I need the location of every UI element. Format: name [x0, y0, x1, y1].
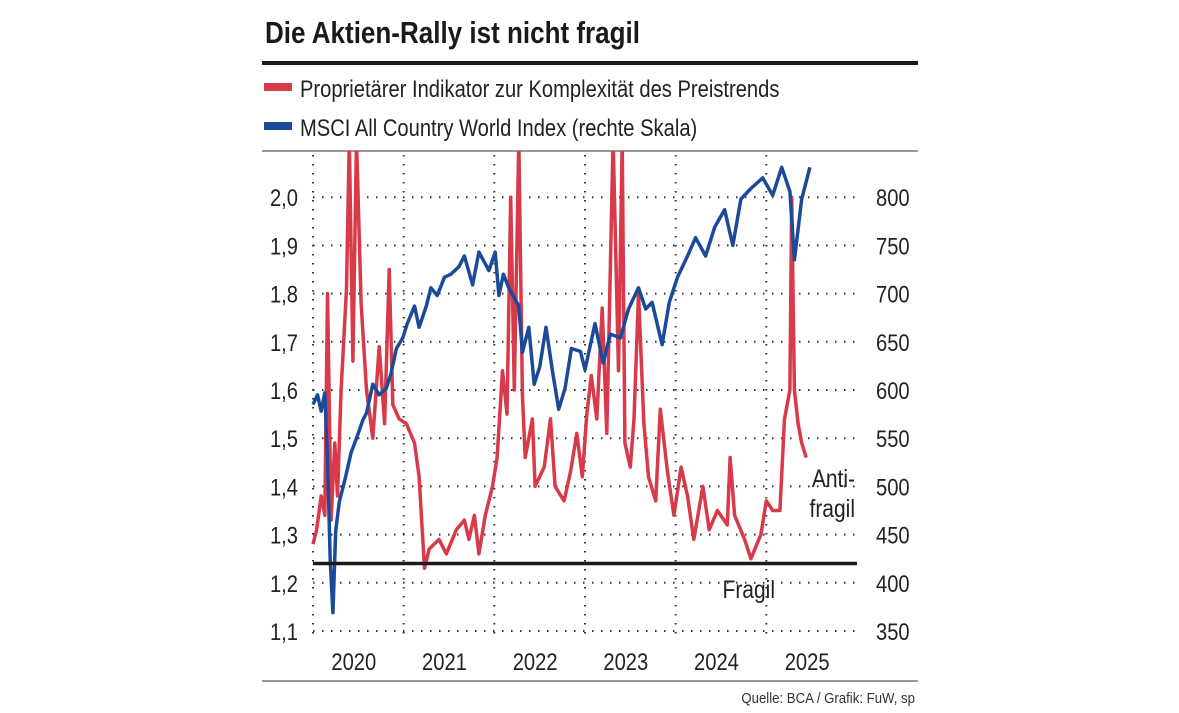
right-tick-label: 350 [876, 618, 910, 645]
x-tick-label: 2020 [331, 648, 376, 675]
series-group [311, 151, 812, 615]
grid [312, 155, 857, 640]
right-tick-label: 450 [876, 522, 910, 549]
left-tick-label: 2,0 [270, 185, 298, 212]
chart-title: Die Aktien-Rally ist nicht fragil [265, 16, 640, 51]
left-tick-label: 1,5 [270, 426, 298, 453]
series-line-msci [311, 165, 812, 615]
left-tick-label: 1,3 [270, 522, 298, 549]
right-tick-label: 600 [876, 377, 910, 404]
series-line-indicator [311, 151, 808, 571]
right-tick-label: 650 [876, 329, 910, 356]
right-tick-label: 750 [876, 233, 910, 260]
left-tick-label: 1,9 [270, 233, 298, 260]
left-tick-label: 1,6 [270, 377, 298, 404]
legend-swatch-msci [264, 122, 292, 130]
x-tick-label: 2023 [603, 648, 648, 675]
right-tick-label: 800 [876, 185, 910, 212]
x-tick-label: 2022 [513, 648, 558, 675]
legend-swatch-indicator [264, 83, 292, 91]
x-tick-label: 2021 [422, 648, 467, 675]
legend-label-indicator: Proprietärer Indikator zur Komplexität d… [300, 75, 779, 102]
annotation-fragil: Fragil [722, 575, 775, 603]
legend: Proprietärer Indikator zur Komplexität d… [264, 75, 779, 141]
x-axis: 2020 2021 2022 2023 2024 2025 [331, 648, 829, 675]
source-note: Quelle: BCA / Grafik: FuW, sp [741, 689, 915, 706]
left-axis: 1,1 1,2 1,3 1,4 1,5 1,6 1,7 1,8 1,9 2,0 [270, 185, 298, 646]
left-tick-label: 1,8 [270, 281, 298, 308]
x-tick-label: 2025 [785, 648, 830, 675]
right-tick-label: 550 [876, 426, 910, 453]
left-tick-label: 1,1 [270, 618, 298, 645]
right-tick-label: 400 [876, 570, 910, 597]
annotation-fragil-upper: fragil [809, 494, 855, 522]
right-tick-label: 500 [876, 474, 910, 501]
left-tick-label: 1,4 [270, 474, 298, 501]
left-tick-label: 1,7 [270, 329, 298, 356]
right-tick-label: 700 [876, 281, 910, 308]
right-axis: 350 400 450 500 550 600 650 700 750 800 [876, 185, 910, 646]
x-tick-label: 2024 [694, 648, 739, 675]
legend-label-msci: MSCI All Country World Index (rechte Ska… [300, 114, 697, 141]
left-tick-label: 1,2 [270, 570, 298, 597]
annotation-anti: Anti- [812, 464, 855, 492]
